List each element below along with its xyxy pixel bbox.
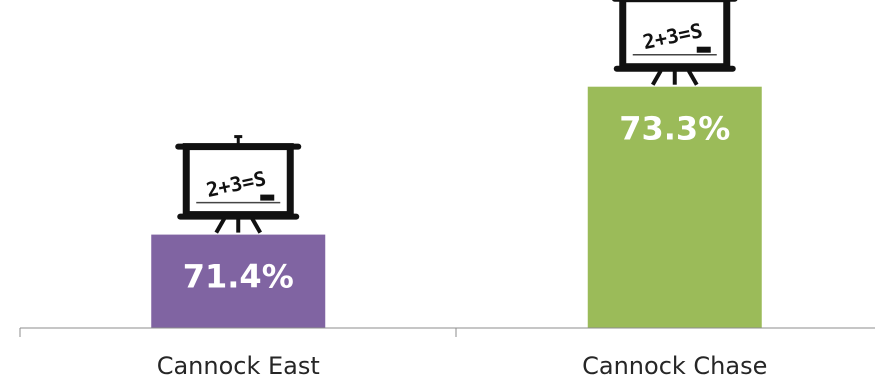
bar-value-label: 73.3% <box>619 110 730 148</box>
bar-1 <box>151 234 326 328</box>
bars-layer: 71.4% 73.3% <box>151 86 762 329</box>
category-label: Cannock Chase <box>582 352 767 377</box>
icons-layer: 2+3=S 2+3=S <box>175 0 738 234</box>
x-axis <box>19 327 875 337</box>
bar-value-label: 71.4% <box>183 258 294 296</box>
easel-whiteboard-icon: 2+3=S <box>175 135 302 234</box>
easel-whiteboard-icon: 2+3=S <box>612 0 738 86</box>
category-label: Cannock East <box>157 352 320 377</box>
bar-2 <box>587 86 762 329</box>
category-labels: Cannock East Cannock Chase <box>157 352 768 377</box>
